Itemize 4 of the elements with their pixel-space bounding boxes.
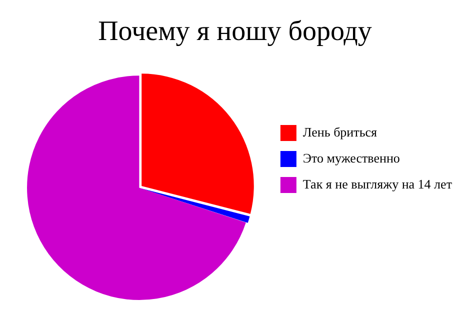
legend-label: Так я не выгляжу на 14 лет <box>302 176 452 192</box>
legend-label: Лень бриться <box>302 124 378 140</box>
chart-title: Почему я ношу бороду <box>98 16 372 48</box>
legend-label: Это мужественно <box>302 150 400 166</box>
